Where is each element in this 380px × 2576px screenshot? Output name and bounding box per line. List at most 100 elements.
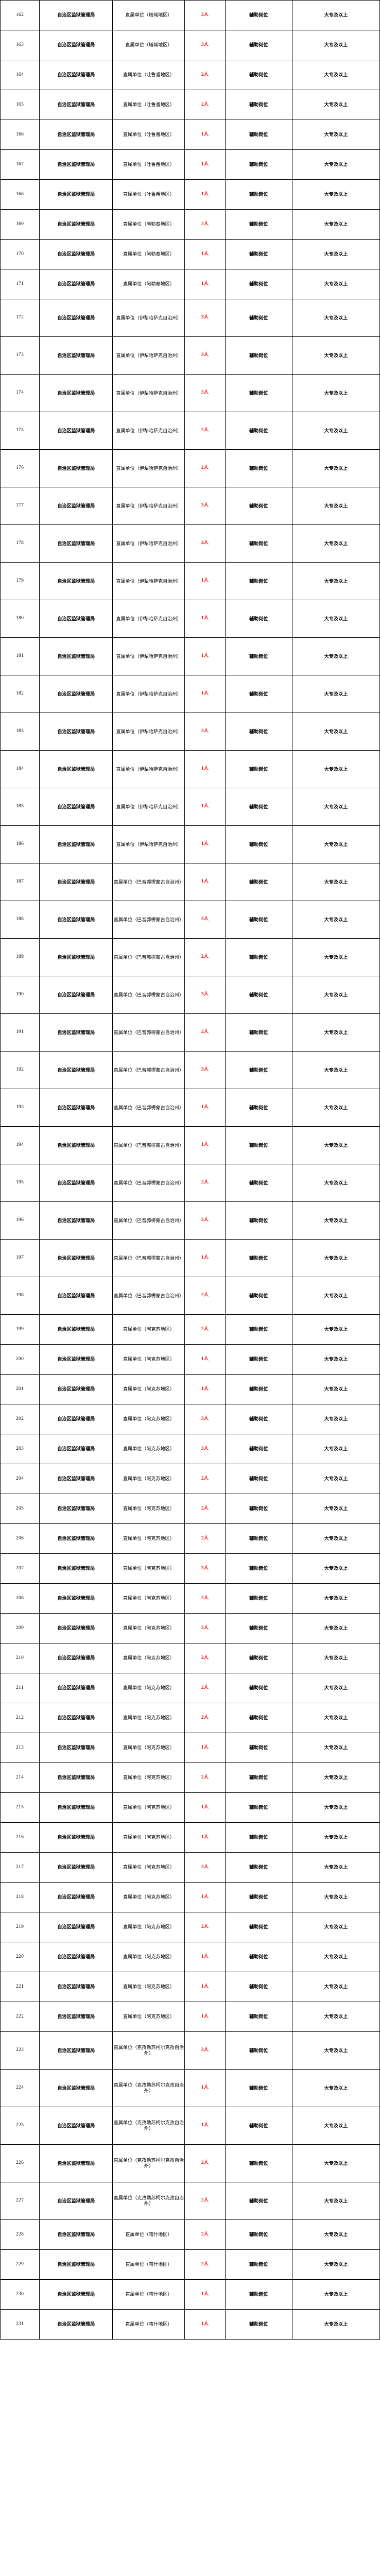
headcount: 1人 — [184, 269, 226, 299]
education-requirement: 大专及以上 — [291, 487, 380, 525]
headcount-text: 1人 — [201, 2085, 209, 2091]
headcount: 2人 — [184, 1673, 226, 1703]
headcount: 2人 — [184, 713, 226, 751]
department-name-text: 自治区监狱管理局 — [57, 1745, 95, 1751]
education-requirement: 大专及以上 — [291, 2002, 380, 2032]
department-name-text: 自治区监狱管理局 — [57, 1715, 95, 1721]
affiliated-unit-text: 直属单位（巴音郭楞蒙古自治州） — [113, 1105, 184, 1110]
affiliated-unit: 直属单位（阿克苏地区） — [112, 1733, 185, 1763]
affiliated-unit-text: 直属单位（吐鲁番地区） — [123, 192, 175, 197]
table-row: 163 自治区监狱管理局 直属单位（塔城地区） 3人 辅助岗位 大专及以上 — [0, 30, 380, 60]
headcount: 1人 — [184, 1089, 226, 1127]
headcount: 1人 — [184, 2279, 226, 2310]
affiliated-unit: 直属单位（伊犁哈萨克自治州） — [112, 336, 185, 375]
row-index: 192 — [0, 1051, 40, 1089]
row-index-text: 226 — [15, 2160, 24, 2166]
affiliated-unit-text: 直属单位（巴音郭楞蒙古自治州） — [113, 1293, 184, 1298]
department-name: 自治区监狱管理局 — [39, 412, 113, 450]
education-requirement-text: 大专及以上 — [324, 42, 348, 48]
education-requirement: 大专及以上 — [291, 1464, 380, 1494]
position-type: 辅助岗位 — [224, 1464, 292, 1494]
position-type: 辅助岗位 — [224, 1239, 292, 1277]
position-type-text: 辅助岗位 — [249, 1446, 268, 1452]
education-requirement: 大专及以上 — [291, 239, 380, 269]
row-index: 216 — [0, 1822, 40, 1853]
department-name-text: 自治区监狱管理局 — [57, 1067, 95, 1073]
table-row: 222 自治区监狱管理局 直属单位（阿克苏地区） 1人 辅助岗位 大专及以上 — [0, 2002, 380, 2032]
position-type-text: 辅助岗位 — [249, 1865, 268, 1870]
affiliated-unit: 直属单位（阿克苏地区） — [112, 1583, 185, 1614]
row-index: 184 — [0, 750, 40, 788]
department-name: 自治区监狱管理局 — [39, 2144, 113, 2182]
row-index-text: 197 — [15, 1255, 24, 1261]
position-type-text: 辅助岗位 — [249, 1476, 268, 1482]
education-requirement-text: 大专及以上 — [324, 1625, 348, 1631]
position-type: 辅助岗位 — [224, 90, 292, 120]
headcount: 3人 — [184, 374, 226, 412]
headcount: 1人 — [184, 863, 226, 901]
affiliated-unit: 直属单位（巴音郭楞蒙古自治州） — [112, 1051, 185, 1089]
position-type-text: 辅助岗位 — [249, 503, 268, 509]
position-type-text: 辅助岗位 — [249, 1655, 268, 1661]
table-row: 170 自治区监狱管理局 直属单位（阿勒泰地区） 1人 辅助岗位 大专及以上 — [0, 239, 380, 269]
education-requirement: 大专及以上 — [291, 600, 380, 638]
education-requirement-text: 大专及以上 — [324, 222, 348, 227]
row-index: 186 — [0, 825, 40, 863]
position-type-text: 辅助岗位 — [249, 841, 268, 847]
affiliated-unit: 直属单位（阿克苏地区） — [112, 1314, 185, 1345]
education-requirement-text: 大专及以上 — [324, 1357, 348, 1362]
table-row: 183 自治区监狱管理局 直属单位（伊犁哈萨克自治州） 2人 辅助岗位 大专及以上 — [0, 713, 380, 751]
position-type-text: 辅助岗位 — [249, 1954, 268, 1960]
row-index: 168 — [0, 179, 40, 210]
affiliated-unit: 直属单位（伊犁哈萨克自治州） — [112, 825, 185, 863]
headcount-text: 1人 — [201, 766, 209, 772]
affiliated-unit: 直属单位（克孜勒苏柯尔克孜自治州） — [112, 2182, 185, 2220]
row-index-text: 216 — [15, 1834, 24, 1840]
education-requirement: 大专及以上 — [291, 750, 380, 788]
education-requirement-text: 大专及以上 — [324, 1536, 348, 1541]
headcount: 1人 — [184, 788, 226, 826]
row-index: 207 — [0, 1553, 40, 1584]
position-type-text: 辅助岗位 — [249, 132, 268, 138]
position-type: 辅助岗位 — [224, 2002, 292, 2032]
affiliated-unit-text: 直属单位（巴音郭楞蒙古自治州） — [113, 992, 184, 997]
row-index: 213 — [0, 1733, 40, 1763]
education-requirement-text: 大专及以上 — [324, 616, 348, 621]
table-row: 193 自治区监狱管理局 直属单位（巴音郭楞蒙古自治州） 1人 辅助岗位 大专及以上 — [0, 1089, 380, 1127]
department-name: 自治区监狱管理局 — [39, 1013, 113, 1052]
department-name-text: 自治区监狱管理局 — [57, 2085, 95, 2091]
row-index-text: 220 — [15, 1954, 24, 1959]
department-name: 自治区监狱管理局 — [39, 269, 113, 299]
department-name: 自治区监狱管理局 — [39, 1643, 113, 1673]
headcount: 1人 — [184, 1126, 226, 1164]
headcount: 1人 — [184, 2107, 226, 2145]
affiliated-unit-text: 直属单位（阿克苏地区） — [123, 1835, 175, 1840]
education-requirement-text: 大专及以上 — [324, 1596, 348, 1601]
education-requirement: 大专及以上 — [291, 2069, 380, 2107]
position-type: 辅助岗位 — [224, 2107, 292, 2145]
table-row: 168 自治区监狱管理局 直属单位（吐鲁番地区） 1人 辅助岗位 大专及以上 — [0, 179, 380, 210]
row-index-text: 177 — [15, 503, 24, 509]
headcount: 1人 — [184, 2002, 226, 2032]
education-requirement-text: 大专及以上 — [324, 1386, 348, 1392]
department-name: 自治区监狱管理局 — [39, 637, 113, 675]
position-type: 辅助岗位 — [224, 1852, 292, 1883]
department-name-text: 自治区监狱管理局 — [57, 653, 95, 659]
headcount-text: 2人 — [201, 1505, 209, 1511]
position-type-text: 辅助岗位 — [249, 1745, 268, 1751]
position-type: 辅助岗位 — [224, 2279, 292, 2310]
table-row: 209 自治区监狱管理局 直属单位（阿克苏地区） 2人 辅助岗位 大专及以上 — [0, 1613, 380, 1643]
education-requirement-text: 大专及以上 — [324, 728, 348, 734]
department-name: 自治区监狱管理局 — [39, 863, 113, 901]
department-name-text: 自治区监狱管理局 — [57, 2321, 95, 2327]
affiliated-unit: 直属单位（巴音郭楞蒙古自治州） — [112, 938, 185, 976]
row-index-text: 212 — [15, 1715, 24, 1720]
education-requirement-text: 大专及以上 — [324, 192, 348, 197]
position-type: 辅助岗位 — [224, 179, 292, 210]
affiliated-unit-text: 直属单位（吐鲁番地区） — [123, 132, 175, 138]
department-name: 自治区监狱管理局 — [39, 524, 113, 563]
education-requirement-text: 大专及以上 — [324, 992, 348, 997]
department-name-text: 自治区监狱管理局 — [57, 2160, 95, 2166]
affiliated-unit-text: 直属单位（塔城地区） — [125, 42, 172, 48]
department-name-text: 自治区监狱管理局 — [57, 728, 95, 734]
